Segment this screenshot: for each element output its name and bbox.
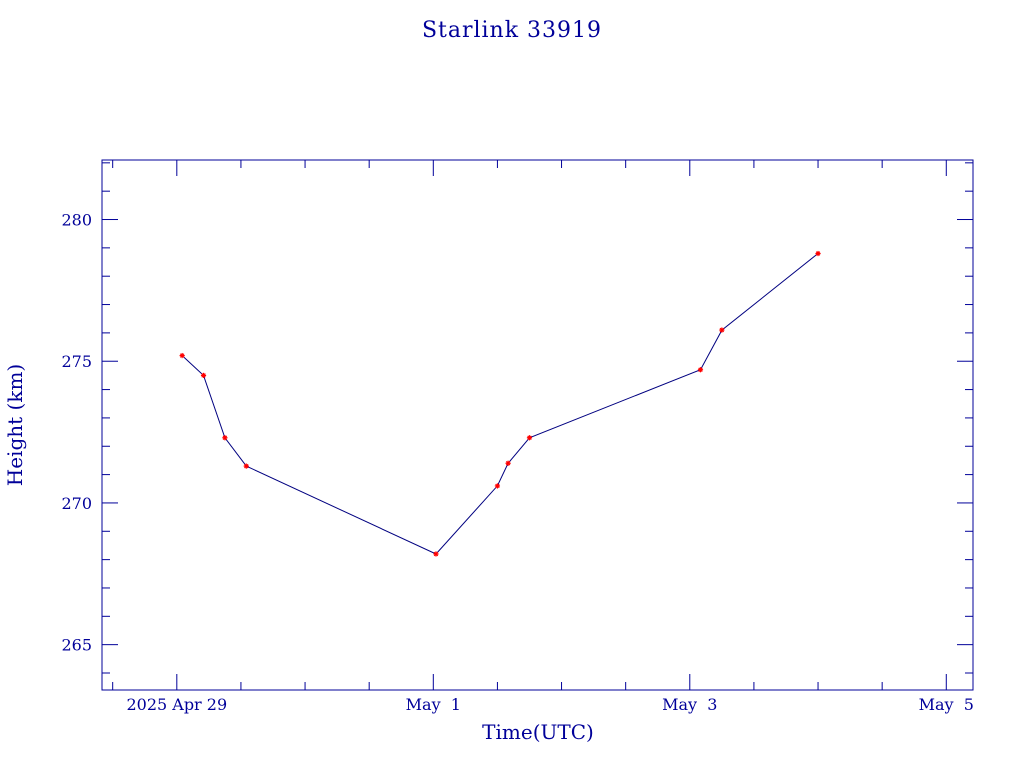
- data-point: [494, 483, 501, 489]
- chart-title: Starlink 33919: [422, 18, 602, 43]
- x-tick-label: May 5: [919, 695, 974, 714]
- axis-ticks: [102, 160, 973, 690]
- data-point: [433, 551, 439, 557]
- data-point: [719, 327, 725, 333]
- data-markers: [179, 250, 821, 557]
- y-tick-label: 265: [61, 636, 92, 655]
- x-axis-label: Time(UTC): [482, 720, 594, 744]
- y-axis-label: Height (km): [3, 364, 27, 486]
- x-tick-label: May 3: [662, 695, 717, 714]
- data-point: [243, 463, 249, 469]
- y-tick-label: 270: [61, 494, 92, 513]
- y-tick-label: 275: [61, 352, 92, 371]
- data-point: [222, 435, 228, 441]
- data-point: [697, 367, 704, 373]
- data-point: [815, 250, 821, 257]
- data-point: [200, 372, 207, 379]
- plot-frame: [101, 159, 974, 691]
- data-point: [505, 460, 511, 466]
- data-point: [179, 352, 185, 359]
- y-tick-label: 280: [61, 211, 92, 230]
- x-tick-label: 2025 Apr 29: [126, 695, 227, 714]
- data-point: [526, 435, 533, 441]
- tick-labels: 265 270 275 280 2025 Apr 29 May 1 May 3 May 5: [61, 211, 973, 714]
- series-line: [181, 253, 819, 555]
- x-tick-label: May 1: [406, 695, 461, 714]
